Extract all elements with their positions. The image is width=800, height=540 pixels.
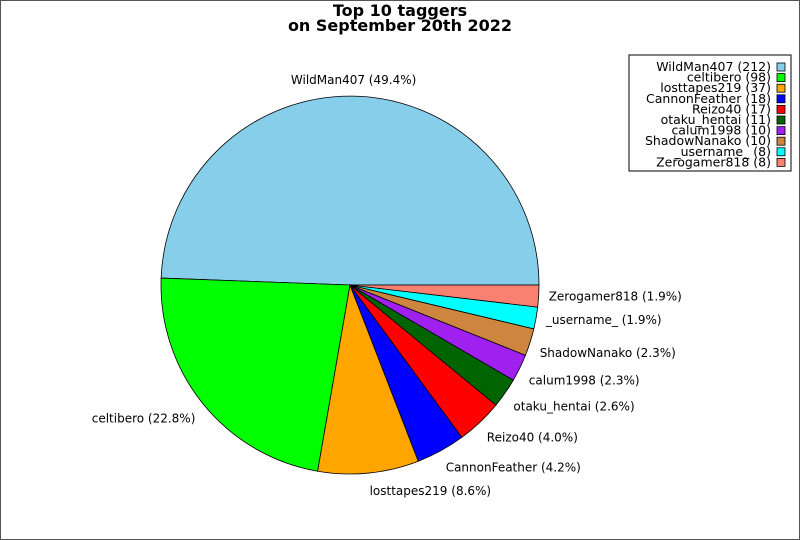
legend-swatch bbox=[776, 126, 786, 135]
slice-label: Reizo40 (4.0%) bbox=[487, 431, 578, 445]
slice-label: ShadowNanako (2.3%) bbox=[540, 346, 676, 360]
legend-label: CannonFeather (18) bbox=[646, 91, 771, 106]
chart-subtitle: on September 20th 2022 bbox=[288, 16, 512, 35]
legend-label: calum1998 (10) bbox=[671, 123, 771, 138]
slice-label: _username_ (1.9%) bbox=[545, 313, 662, 327]
legend: WildMan407 (212)celtibero (98)losttapes2… bbox=[628, 54, 792, 172]
slice-label: losttapes219 (8.6%) bbox=[370, 484, 492, 498]
legend-swatch bbox=[776, 115, 786, 125]
legend-box bbox=[628, 54, 792, 172]
legend-swatch bbox=[776, 136, 786, 146]
legend-label: _username_ (8) bbox=[673, 144, 771, 159]
legend-swatch bbox=[776, 83, 786, 93]
slice-labels: WildMan407 (49.4%) celtibero (22.8%) lostt… bbox=[92, 73, 682, 498]
slice-label: calum1998 (2.3%) bbox=[529, 373, 640, 387]
pie-slice-celtibero bbox=[160, 277, 351, 472]
legend-swatch bbox=[776, 147, 786, 157]
slice-label: celtibero (22.8%) bbox=[92, 411, 196, 425]
pie-slice-losttapes219 bbox=[317, 283, 419, 475]
pie-slices bbox=[160, 95, 540, 475]
legend-swatch bbox=[776, 62, 786, 72]
legend-label: Reizo40 (17) bbox=[692, 101, 771, 116]
legend-label: losttapes219 (37) bbox=[660, 80, 771, 95]
legend-label: celtibero (98) bbox=[687, 70, 771, 85]
legend-label: otaku_hentai (11) bbox=[661, 112, 771, 127]
slice-label: WildMan407 (49.4%) bbox=[291, 73, 416, 87]
legend-swatch bbox=[776, 105, 786, 114]
slice-label: CannonFeather (4.2%) bbox=[446, 461, 581, 475]
chart-title: Top 10 taggers bbox=[333, 1, 467, 20]
slice-label: Zerogamer818 (1.9%) bbox=[549, 290, 682, 304]
slice-label: otaku_hentai (2.6%) bbox=[513, 400, 634, 414]
pie-slice-zerogamer818 bbox=[349, 284, 540, 308]
legend-label: ShadowNanako (10) bbox=[645, 133, 771, 148]
pie-slice-wildman407 bbox=[160, 95, 540, 286]
legend-swatch bbox=[776, 73, 786, 82]
legend-label: WildMan407 (212) bbox=[656, 59, 771, 74]
legend-swatch bbox=[776, 94, 786, 104]
legend-label: Zerogamer818 (8) bbox=[656, 154, 771, 169]
legend-swatch bbox=[776, 157, 786, 167]
